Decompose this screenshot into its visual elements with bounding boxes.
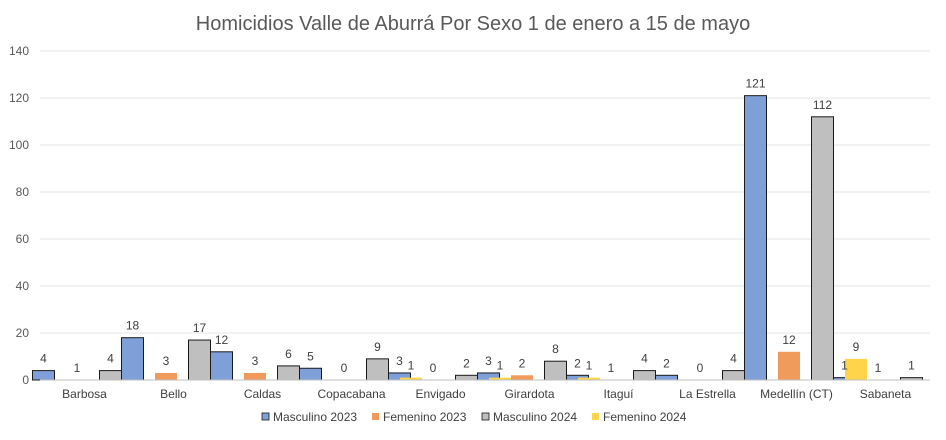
data-label: 2 xyxy=(463,356,470,370)
data-label: 6 xyxy=(285,347,292,361)
bar xyxy=(210,351,233,381)
bar xyxy=(633,370,656,381)
data-label: 4 xyxy=(40,352,47,366)
data-label: 1 xyxy=(497,359,504,373)
data-label: 3 xyxy=(163,354,170,368)
data-label: 9 xyxy=(374,340,381,354)
data-label: 0 xyxy=(341,361,348,375)
bar xyxy=(188,339,211,381)
bar xyxy=(811,116,834,381)
data-label: 1 xyxy=(74,361,81,375)
bar xyxy=(299,367,322,381)
legend-entry: Femenino 2024 xyxy=(603,410,687,424)
data-label: 1 xyxy=(841,359,848,373)
bar xyxy=(578,377,600,380)
legend: Masculino 2023 Femenino 2023 Masculino 202… xyxy=(261,410,687,424)
data-label: 1 xyxy=(408,359,415,373)
chart-title: Homicidios Valle de Aburrá Por Sexo 1 de… xyxy=(196,13,750,35)
data-label: 3 xyxy=(252,354,259,368)
bar xyxy=(655,374,678,381)
y-axis-ticks: 0 20 40 60 80 100 120 140 xyxy=(9,44,29,387)
legend-entry: Masculino 2023 xyxy=(273,410,357,424)
bar xyxy=(32,370,55,381)
legend-swatch xyxy=(261,412,270,421)
data-label: 17 xyxy=(193,321,207,335)
bar xyxy=(845,358,867,380)
category-label: Copacabana xyxy=(317,387,385,401)
data-label: 4 xyxy=(730,352,737,366)
bar xyxy=(511,375,533,380)
data-label: 1 xyxy=(586,359,593,373)
category-label: Medellín (CT) xyxy=(760,387,833,401)
bar xyxy=(155,372,177,380)
data-label: 12 xyxy=(215,333,229,347)
bar xyxy=(722,370,745,381)
bar xyxy=(366,358,389,381)
data-label: 1 xyxy=(875,361,882,375)
data-label: 0 xyxy=(697,361,704,375)
category-label: Sabaneta xyxy=(860,387,912,401)
bar xyxy=(121,337,144,381)
category-label: Girardota xyxy=(504,387,554,401)
category-label: Caldas xyxy=(244,387,281,401)
data-label: 3 xyxy=(396,354,403,368)
data-label: 121 xyxy=(745,77,765,91)
data-label: 2 xyxy=(519,356,526,370)
data-label: 3 xyxy=(485,354,492,368)
y-tick-label: 0 xyxy=(22,373,29,387)
bar xyxy=(544,360,567,381)
y-tick-label: 100 xyxy=(9,138,29,152)
bar xyxy=(489,377,511,380)
data-label: 8 xyxy=(552,342,559,356)
data-label: 2 xyxy=(663,356,670,370)
data-label: 112 xyxy=(813,98,832,112)
y-tick-label: 40 xyxy=(16,279,30,293)
category-label: Bello xyxy=(160,387,187,401)
bar xyxy=(778,351,800,380)
data-label: 4 xyxy=(107,352,114,366)
gridlines xyxy=(40,50,930,334)
data-label: 12 xyxy=(782,333,796,347)
x-axis-categories: Barbosa Bello Caldas Copacabana Envigado Gira… xyxy=(62,387,911,401)
data-label: 2 xyxy=(574,356,581,370)
data-label: 4 xyxy=(641,352,648,366)
data-label: 1 xyxy=(908,359,915,373)
legend-swatch xyxy=(592,413,599,420)
bar xyxy=(277,365,300,381)
category-label: Itaguí xyxy=(603,387,634,401)
category-label: Envigado xyxy=(415,387,465,401)
data-label: 18 xyxy=(126,319,140,333)
y-tick-label: 60 xyxy=(16,232,30,246)
legend-swatch xyxy=(481,412,490,421)
legend-swatch xyxy=(372,413,379,420)
bar xyxy=(400,377,422,380)
bar xyxy=(244,372,266,380)
y-tick-label: 20 xyxy=(16,326,30,340)
y-tick-label: 140 xyxy=(9,44,29,58)
data-label: 5 xyxy=(307,349,314,363)
bar xyxy=(455,374,478,381)
data-label: 1 xyxy=(608,361,615,375)
y-tick-label: 80 xyxy=(16,185,30,199)
bar xyxy=(744,95,767,381)
bar xyxy=(99,370,122,381)
legend-entry: Masculino 2024 xyxy=(493,410,577,424)
legend-entry: Femenino 2023 xyxy=(383,410,467,424)
category-label: Barbosa xyxy=(62,387,107,401)
y-tick-label: 120 xyxy=(9,91,29,105)
data-label: 0 xyxy=(430,361,437,375)
data-label: 9 xyxy=(853,340,860,354)
category-label: La Estrella xyxy=(679,387,736,401)
